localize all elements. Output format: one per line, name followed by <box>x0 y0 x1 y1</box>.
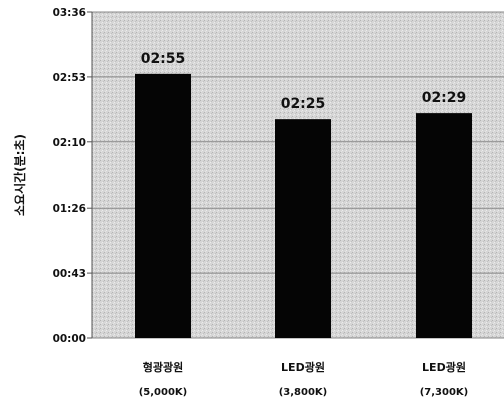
category-label: LED광원 <box>281 360 325 374</box>
y-tick-label: 03:36 <box>53 7 86 19</box>
category-sublabel: (5,000K) <box>139 387 188 398</box>
y-tick-label: 02:53 <box>53 72 86 84</box>
bar <box>416 113 472 339</box>
data-label: 02:29 <box>422 90 467 106</box>
x-category-labels: 형광광원 (5,000K) LED광원 (3,800K) LED광원 (7,300K) <box>139 360 469 398</box>
data-label: 02:25 <box>281 96 326 112</box>
category-sublabel: (7,300K) <box>420 387 469 398</box>
y-tick-label: 01:26 <box>53 203 86 215</box>
bar <box>135 73 191 338</box>
y-tick-label: 00:00 <box>53 333 86 345</box>
y-tick-labels: 00:00 00:43 01:26 02:10 02:53 03:36 <box>53 7 86 345</box>
y-tick-label: 02:10 <box>53 137 86 149</box>
bar <box>275 119 331 338</box>
y-axis-label: 소요시간(분:초) <box>12 134 27 216</box>
data-label: 02:55 <box>141 51 186 67</box>
category-sublabel: (3,800K) <box>279 387 328 398</box>
data-labels: 02:55 02:25 02:29 <box>141 51 467 112</box>
category-label: 형광광원 <box>143 360 183 374</box>
category-label: LED광원 <box>422 360 466 374</box>
y-tick-label: 00:43 <box>53 268 86 280</box>
bars <box>135 73 472 339</box>
